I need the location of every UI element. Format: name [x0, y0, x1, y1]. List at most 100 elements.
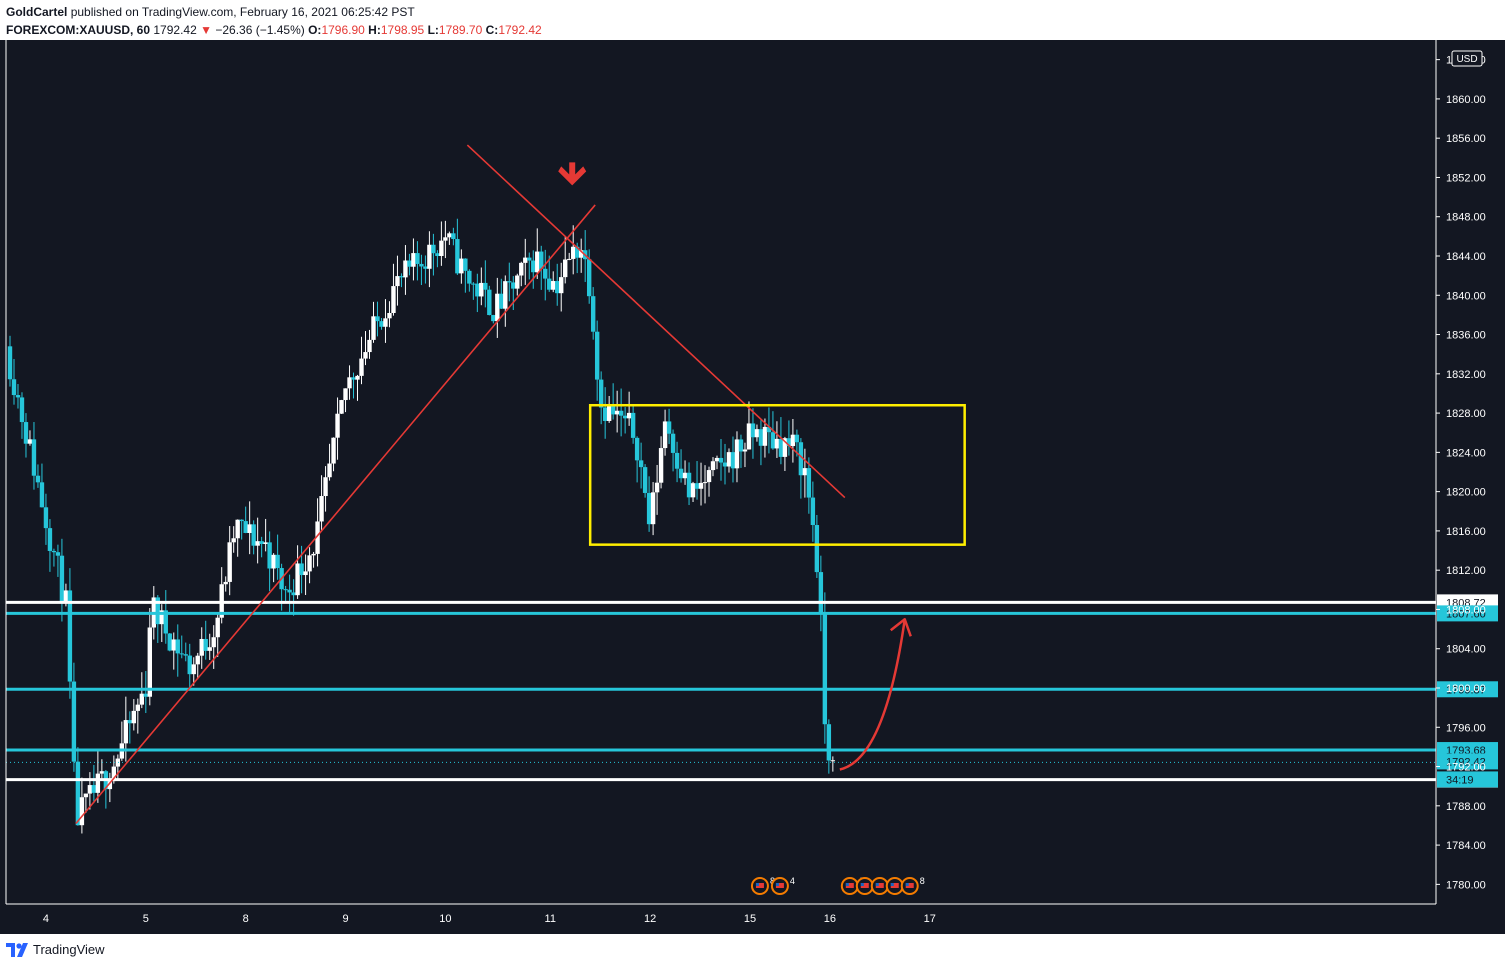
- candle-body: [718, 457, 724, 463]
- consolidation-box[interactable]: [588, 403, 966, 546]
- high-label: H:: [368, 23, 381, 37]
- candle-body: [299, 563, 304, 576]
- candle-body: [826, 724, 832, 761]
- tradingview-brand[interactable]: TradingView: [33, 942, 105, 957]
- candle-body: [790, 434, 796, 447]
- candle-body: [706, 470, 712, 483]
- candle-body: [455, 239, 460, 274]
- symbol-name[interactable]: FOREXCOM:XAUUSD, 60: [6, 23, 151, 37]
- candle-body: [423, 266, 428, 269]
- close-label: C:: [485, 23, 499, 37]
- candle-body: [175, 639, 180, 654]
- candle-body: [638, 460, 644, 468]
- time-tick-label: 17: [924, 913, 936, 925]
- candle-body: [215, 617, 220, 638]
- candle-body: [399, 276, 404, 278]
- publisher-name[interactable]: GoldCartel: [6, 5, 68, 19]
- candle-body: [255, 541, 260, 546]
- candle-body: [690, 483, 696, 498]
- candle-body: [630, 412, 636, 438]
- flag-stripe: [890, 883, 899, 888]
- current-price-tag-label: 1792.42: [1446, 756, 1486, 768]
- candle-body: [267, 542, 272, 569]
- candle-body: [519, 262, 524, 276]
- candle-body: [594, 331, 600, 380]
- candle-body: [822, 613, 828, 725]
- candle-body: [782, 438, 788, 457]
- candle-body: [415, 253, 420, 264]
- candle-body: [327, 463, 332, 478]
- flag-canton: [875, 883, 879, 886]
- candle-body: [650, 492, 656, 525]
- candle-body: [447, 233, 452, 238]
- time-tick-label: 16: [824, 913, 836, 925]
- candle-body: [487, 289, 492, 316]
- trendline-falling-resistance[interactable]: [466, 144, 846, 499]
- candle-body: [427, 244, 432, 269]
- price-level-tag: [1437, 681, 1498, 698]
- candle-body: [606, 405, 612, 421]
- price-tick-label: 1800.00: [1446, 683, 1486, 695]
- candle-body: [35, 475, 41, 483]
- candle-body: [367, 339, 372, 353]
- candle-body: [123, 720, 129, 744]
- price-tick-label: 1844.00: [1446, 251, 1486, 263]
- candle-body: [503, 281, 508, 309]
- drawings: 84541148: [75, 144, 966, 895]
- candle-body: [79, 797, 85, 826]
- candle-body: [95, 773, 101, 793]
- currency-badge[interactable]: [1451, 50, 1483, 67]
- event-count: 4: [790, 876, 795, 886]
- candle-body: [155, 597, 160, 625]
- candle-body: [439, 240, 444, 256]
- price-tick-label: 1856.00: [1446, 133, 1486, 145]
- candle-body: [27, 439, 33, 444]
- candle-body: [431, 244, 436, 254]
- candle-body: [411, 253, 416, 267]
- flag-stripe: [775, 883, 784, 888]
- price-level-tag-label: 1807.60: [1446, 608, 1486, 620]
- flag-stripe: [845, 883, 854, 888]
- candle-body: [15, 395, 21, 398]
- candle-body: [598, 379, 604, 408]
- projection-arrow-shaft[interactable]: [839, 619, 906, 771]
- candle-body: [471, 283, 476, 285]
- candle-body: [291, 592, 296, 596]
- candle-body: [742, 449, 748, 452]
- price-chart[interactable]: 1808.721807.601799.871793.681790.671792.…: [0, 0, 1505, 934]
- candle-body: [459, 258, 464, 274]
- candle-body: [810, 497, 816, 526]
- candle-body: [682, 472, 688, 479]
- tradingview-logo-icon[interactable]: [6, 943, 30, 957]
- candle-body: [403, 260, 408, 278]
- flag-canton: [845, 883, 849, 886]
- candle-body: [247, 524, 252, 533]
- candle-body: [323, 477, 328, 497]
- candle-body: [183, 654, 188, 656]
- candle-body: [499, 293, 504, 309]
- price-tick-label: 1824.00: [1446, 447, 1486, 459]
- flag-canton: [860, 883, 864, 886]
- candle-body: [55, 552, 61, 556]
- candle-body: [511, 282, 516, 289]
- candle-body: [806, 468, 812, 498]
- candle-body: [714, 457, 720, 462]
- publisher-line: GoldCartel published on TradingView.com,…: [6, 5, 415, 19]
- down-arrow-icon[interactable]: [558, 162, 587, 186]
- price-level-tag-label: 1799.87: [1446, 684, 1486, 696]
- candle-body: [750, 423, 756, 438]
- price-tick-label: 1820.00: [1446, 487, 1486, 499]
- price-tick-label: 1848.00: [1446, 212, 1486, 224]
- candle-body: [567, 258, 572, 260]
- candle-body: [698, 482, 704, 489]
- candle-body: [335, 413, 340, 438]
- candle-body: [435, 253, 440, 256]
- candle-body: [475, 283, 480, 297]
- candle-body: [770, 432, 776, 449]
- candle-body: [259, 541, 264, 544]
- candle-body: [626, 412, 632, 419]
- trendline-rising-support[interactable]: [75, 204, 596, 825]
- price-tick-label: 1836.00: [1446, 330, 1486, 342]
- candle-body: [263, 542, 268, 544]
- candle-body: [754, 429, 760, 438]
